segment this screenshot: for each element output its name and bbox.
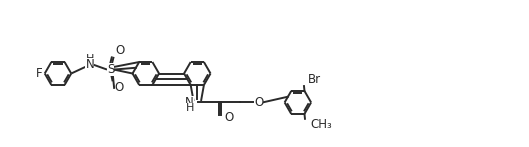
- Text: O: O: [114, 81, 123, 94]
- Text: F: F: [35, 67, 42, 80]
- Text: Br: Br: [308, 73, 321, 86]
- Text: O: O: [115, 44, 125, 57]
- Text: N: N: [185, 96, 194, 109]
- Text: N: N: [86, 58, 94, 71]
- Text: CH₃: CH₃: [310, 118, 332, 131]
- Text: S: S: [107, 63, 114, 76]
- Text: H: H: [186, 103, 194, 113]
- Text: O: O: [254, 96, 263, 109]
- Text: O: O: [224, 111, 233, 124]
- Text: H: H: [86, 54, 94, 64]
